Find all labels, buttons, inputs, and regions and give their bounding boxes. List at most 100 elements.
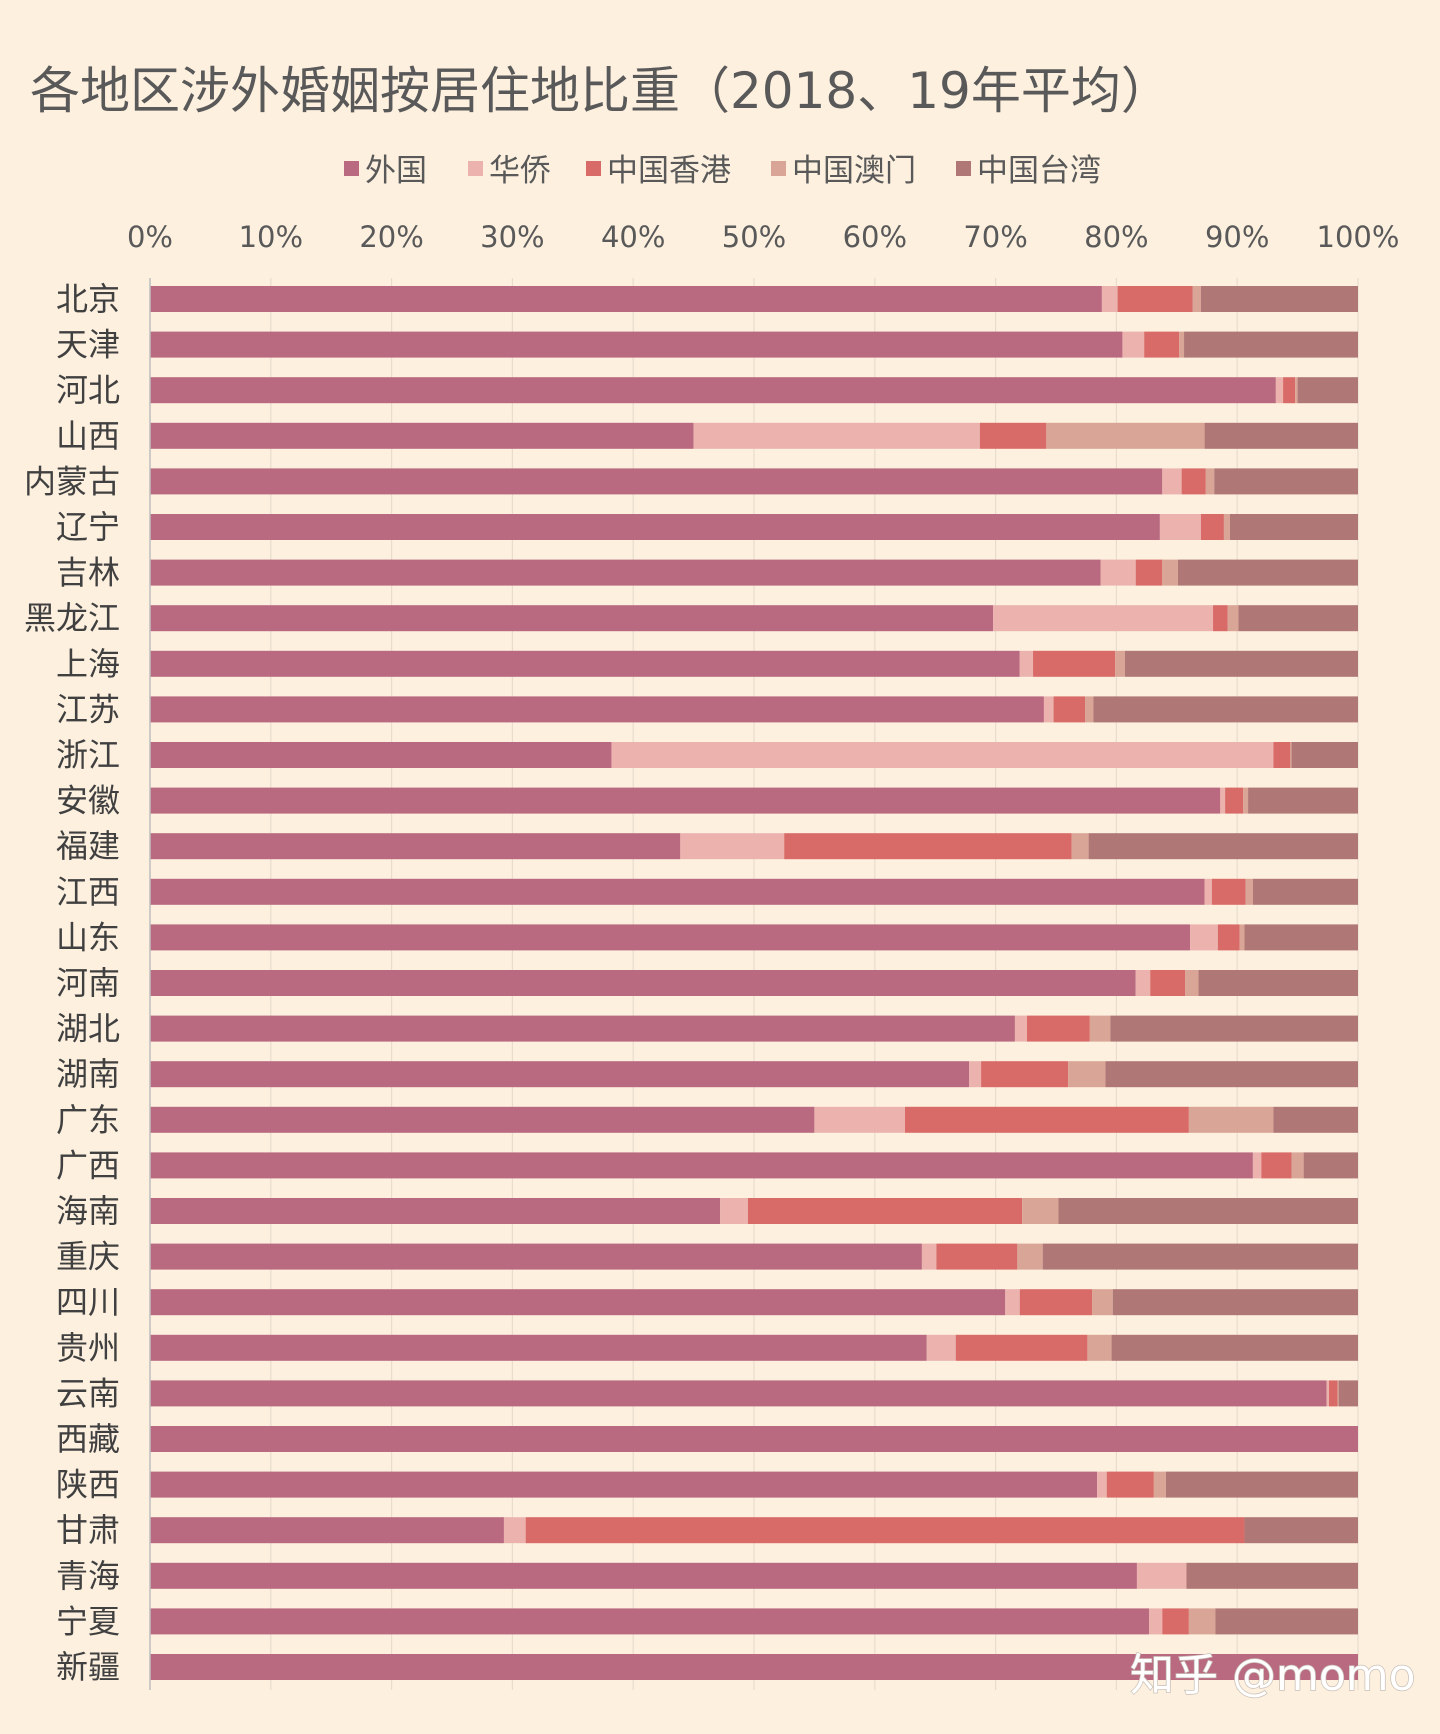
bar-2-1 [1275,377,1284,404]
bar-24-2 [1329,1380,1338,1407]
bar-27-4 [1244,1517,1358,1544]
bar-23-3 [1087,1334,1112,1361]
bar-27-0 [150,1517,504,1544]
bar-19-2 [1261,1152,1292,1179]
bar-17-0 [150,1061,970,1088]
bar-7-3 [1227,605,1239,632]
category-label-8: 上海 [56,645,120,683]
bar-26-0 [150,1471,1098,1498]
bar-27-1 [503,1517,526,1544]
bar-16-0 [150,1015,1015,1042]
bar-15-3 [1185,970,1199,996]
bar-21-4 [1042,1243,1358,1270]
category-label-14: 山东 [56,918,120,956]
category-label-24: 云南 [56,1374,120,1412]
bar-6-3 [1162,559,1179,586]
x-tick-label-7: 70% [963,220,1027,254]
bar-8-1 [1019,650,1034,677]
category-labels: 北京天津河北山西内蒙古辽宁吉林黑龙江上海江苏浙江安徽福建江西山东河南湖北湖南广东… [24,280,120,1686]
bar-9-0 [150,696,1044,723]
bar-30-0 [150,1654,1358,1680]
bar-10-2 [1273,742,1291,768]
bar-28-0 [150,1562,1137,1589]
bar-11-0 [150,787,1221,814]
x-tick-label-2: 20% [359,220,423,254]
bar-23-2 [955,1334,1088,1361]
category-label-27: 甘肃 [56,1511,120,1549]
bar-7-2 [1213,605,1228,632]
bar-24-4 [1338,1380,1358,1407]
bar-3-1 [693,422,980,449]
x-tick-label-6: 60% [843,220,907,254]
bar-12-0 [150,833,681,860]
x-axis-ticks: 0% 10% 20% 30% 40% 50% 60% 70% 80% 90% 100% [127,220,1399,254]
bar-24-1 [1326,1380,1330,1407]
bar-19-3 [1291,1152,1304,1179]
bars [150,286,1358,1680]
bar-17-4 [1105,1061,1358,1088]
bar-29-3 [1188,1608,1216,1635]
bar-16-3 [1089,1015,1111,1042]
bar-29-4 [1215,1608,1358,1635]
bar-4-2 [1181,468,1206,495]
bar-15-0 [150,970,1136,996]
legend: 外国 华侨 中国香港 中国澳门 中国台湾 [344,153,1101,189]
category-label-30: 新疆 [56,1648,120,1686]
bar-26-2 [1106,1471,1154,1498]
legend-swatch-3 [771,161,786,176]
bar-28-1 [1136,1562,1187,1589]
bar-23-0 [150,1334,927,1361]
category-label-16: 湖北 [56,1010,120,1048]
x-tick-label-0: 0% [127,220,173,254]
bar-18-4 [1273,1106,1358,1133]
bar-6-0 [150,559,1101,586]
category-label-3: 山西 [56,417,120,455]
legend-label-2: 中国香港 [607,153,731,189]
bar-12-4 [1088,833,1358,860]
bar-9-3 [1084,696,1094,723]
legend-swatch-4 [956,161,971,176]
legend-swatch-1 [468,161,483,176]
bar-16-4 [1110,1015,1358,1042]
bar-2-0 [150,377,1276,404]
bar-1-0 [150,331,1123,358]
bar-24-0 [150,1380,1327,1407]
bar-20-4 [1058,1198,1358,1224]
bar-20-1 [720,1198,748,1224]
bar-2-4 [1297,377,1358,404]
bar-18-2 [905,1106,1189,1133]
legend-label-1: 华侨 [489,153,551,189]
category-label-9: 江苏 [56,690,120,728]
bar-0-1 [1101,286,1118,312]
category-label-13: 江西 [56,873,120,911]
category-label-22: 四川 [56,1283,120,1321]
category-label-2: 河北 [56,371,120,409]
bar-4-1 [1162,468,1182,495]
bar-8-3 [1115,650,1125,677]
x-tick-label-9: 90% [1205,220,1269,254]
category-label-11: 安徽 [56,782,120,820]
watermark: 知乎 @momo [1130,1650,1416,1701]
bar-20-2 [747,1198,1023,1224]
bar-21-0 [150,1243,922,1270]
category-label-26: 陕西 [56,1466,120,1504]
bar-20-0 [150,1198,721,1224]
bar-1-4 [1184,331,1358,358]
bar-15-4 [1198,970,1358,996]
bar-14-1 [1190,924,1218,951]
bar-4-4 [1214,468,1358,495]
category-label-1: 天津 [56,326,120,364]
x-tick-label-1: 10% [239,220,303,254]
bar-11-2 [1225,787,1244,814]
bar-18-3 [1188,1106,1274,1133]
legend-swatch-2 [586,161,601,176]
bar-13-2 [1211,878,1246,905]
bar-0-3 [1192,286,1201,312]
bar-6-2 [1135,559,1163,586]
bar-12-1 [680,833,785,860]
bar-7-1 [993,605,1214,632]
x-tick-label-8: 80% [1084,220,1148,254]
bar-27-2 [525,1517,1245,1544]
bar-12-2 [784,833,1072,860]
